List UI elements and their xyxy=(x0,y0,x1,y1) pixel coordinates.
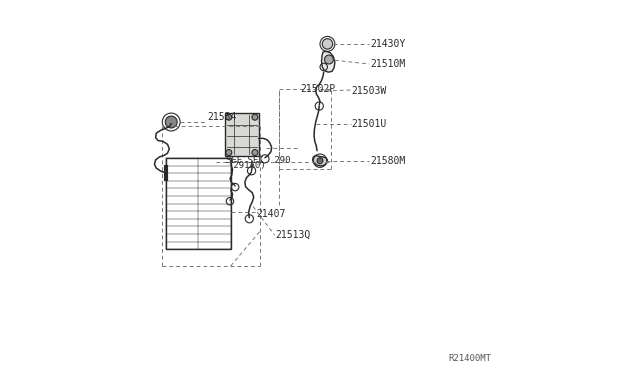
Text: R21400MT: R21400MT xyxy=(448,355,491,363)
Bar xyxy=(166,158,231,249)
Text: 21580M: 21580M xyxy=(370,156,406,166)
Polygon shape xyxy=(321,51,335,72)
Circle shape xyxy=(226,114,232,120)
Text: 21430Y: 21430Y xyxy=(370,39,406,49)
Text: 21510M: 21510M xyxy=(370,59,406,69)
Text: 21501U: 21501U xyxy=(351,119,387,128)
Circle shape xyxy=(252,150,258,155)
Text: (291A0): (291A0) xyxy=(228,161,266,170)
Circle shape xyxy=(165,116,177,128)
Text: 21407: 21407 xyxy=(256,209,285,218)
Text: 21502P: 21502P xyxy=(301,84,336,94)
Polygon shape xyxy=(312,155,328,166)
Text: SEE SEC. 290: SEE SEC. 290 xyxy=(227,156,291,165)
Text: 21534: 21534 xyxy=(207,112,237,122)
Bar xyxy=(225,113,259,156)
Circle shape xyxy=(322,39,333,49)
Circle shape xyxy=(226,150,232,155)
Circle shape xyxy=(252,114,258,120)
Text: 21513Q: 21513Q xyxy=(275,230,310,240)
Text: 21503W: 21503W xyxy=(351,86,387,96)
Circle shape xyxy=(324,55,333,64)
Circle shape xyxy=(317,158,323,164)
